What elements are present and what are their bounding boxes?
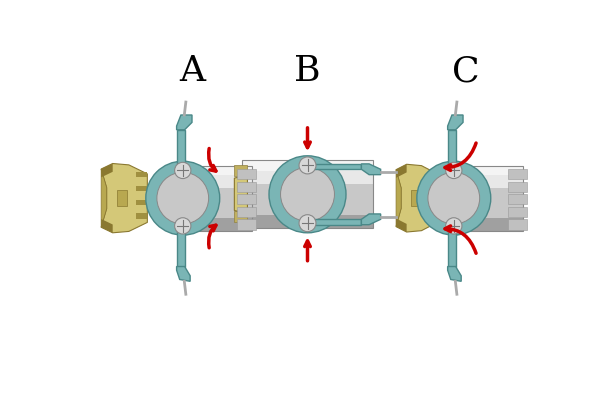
Polygon shape	[236, 219, 256, 230]
Circle shape	[175, 218, 191, 234]
Polygon shape	[428, 200, 439, 205]
Polygon shape	[179, 166, 252, 175]
Polygon shape	[304, 184, 373, 215]
Polygon shape	[448, 266, 461, 281]
Circle shape	[446, 162, 462, 178]
Polygon shape	[428, 186, 439, 191]
Polygon shape	[235, 165, 247, 176]
Circle shape	[299, 215, 316, 232]
Circle shape	[146, 161, 220, 235]
Polygon shape	[235, 211, 247, 222]
Polygon shape	[236, 207, 256, 217]
Polygon shape	[428, 213, 439, 218]
Polygon shape	[508, 219, 527, 230]
Polygon shape	[310, 164, 361, 169]
Polygon shape	[428, 172, 439, 178]
Polygon shape	[304, 170, 373, 184]
Polygon shape	[235, 180, 247, 191]
Polygon shape	[508, 169, 527, 179]
Polygon shape	[235, 175, 247, 214]
Polygon shape	[235, 196, 247, 207]
Polygon shape	[136, 186, 148, 191]
Polygon shape	[236, 169, 256, 179]
Polygon shape	[450, 175, 523, 188]
Polygon shape	[236, 194, 256, 204]
Text: C: C	[452, 54, 479, 88]
Circle shape	[269, 156, 346, 233]
Polygon shape	[101, 219, 113, 233]
Polygon shape	[301, 170, 314, 218]
Polygon shape	[508, 207, 527, 217]
Polygon shape	[508, 182, 527, 192]
Polygon shape	[136, 172, 148, 177]
Polygon shape	[396, 170, 401, 227]
Circle shape	[157, 172, 209, 224]
Polygon shape	[450, 166, 523, 175]
Polygon shape	[396, 164, 439, 232]
Polygon shape	[242, 215, 311, 228]
Polygon shape	[242, 184, 311, 215]
Polygon shape	[450, 188, 523, 218]
Polygon shape	[304, 215, 373, 228]
Polygon shape	[508, 194, 527, 204]
Text: B: B	[294, 54, 321, 88]
Circle shape	[417, 161, 491, 235]
Polygon shape	[101, 169, 107, 227]
Polygon shape	[361, 214, 380, 225]
Polygon shape	[176, 130, 185, 168]
Polygon shape	[101, 164, 148, 233]
Polygon shape	[136, 200, 148, 205]
Circle shape	[446, 218, 462, 234]
Circle shape	[175, 162, 191, 178]
Polygon shape	[361, 164, 380, 175]
Polygon shape	[236, 182, 256, 192]
Polygon shape	[450, 218, 523, 231]
Circle shape	[299, 157, 316, 174]
Polygon shape	[396, 164, 407, 178]
Polygon shape	[118, 190, 127, 206]
Circle shape	[428, 172, 479, 224]
Polygon shape	[176, 266, 190, 281]
Polygon shape	[179, 175, 252, 188]
Polygon shape	[101, 164, 113, 177]
Polygon shape	[176, 228, 185, 266]
Text: A: A	[179, 54, 205, 88]
Polygon shape	[448, 228, 455, 266]
Polygon shape	[310, 219, 361, 225]
Polygon shape	[304, 160, 373, 170]
Polygon shape	[242, 160, 311, 170]
Polygon shape	[136, 213, 148, 219]
Polygon shape	[176, 115, 192, 130]
Polygon shape	[179, 218, 252, 231]
Polygon shape	[242, 170, 311, 184]
Polygon shape	[448, 130, 455, 168]
Polygon shape	[448, 115, 463, 130]
Polygon shape	[179, 188, 252, 218]
Circle shape	[281, 167, 334, 221]
Polygon shape	[411, 190, 419, 206]
Polygon shape	[396, 218, 407, 232]
